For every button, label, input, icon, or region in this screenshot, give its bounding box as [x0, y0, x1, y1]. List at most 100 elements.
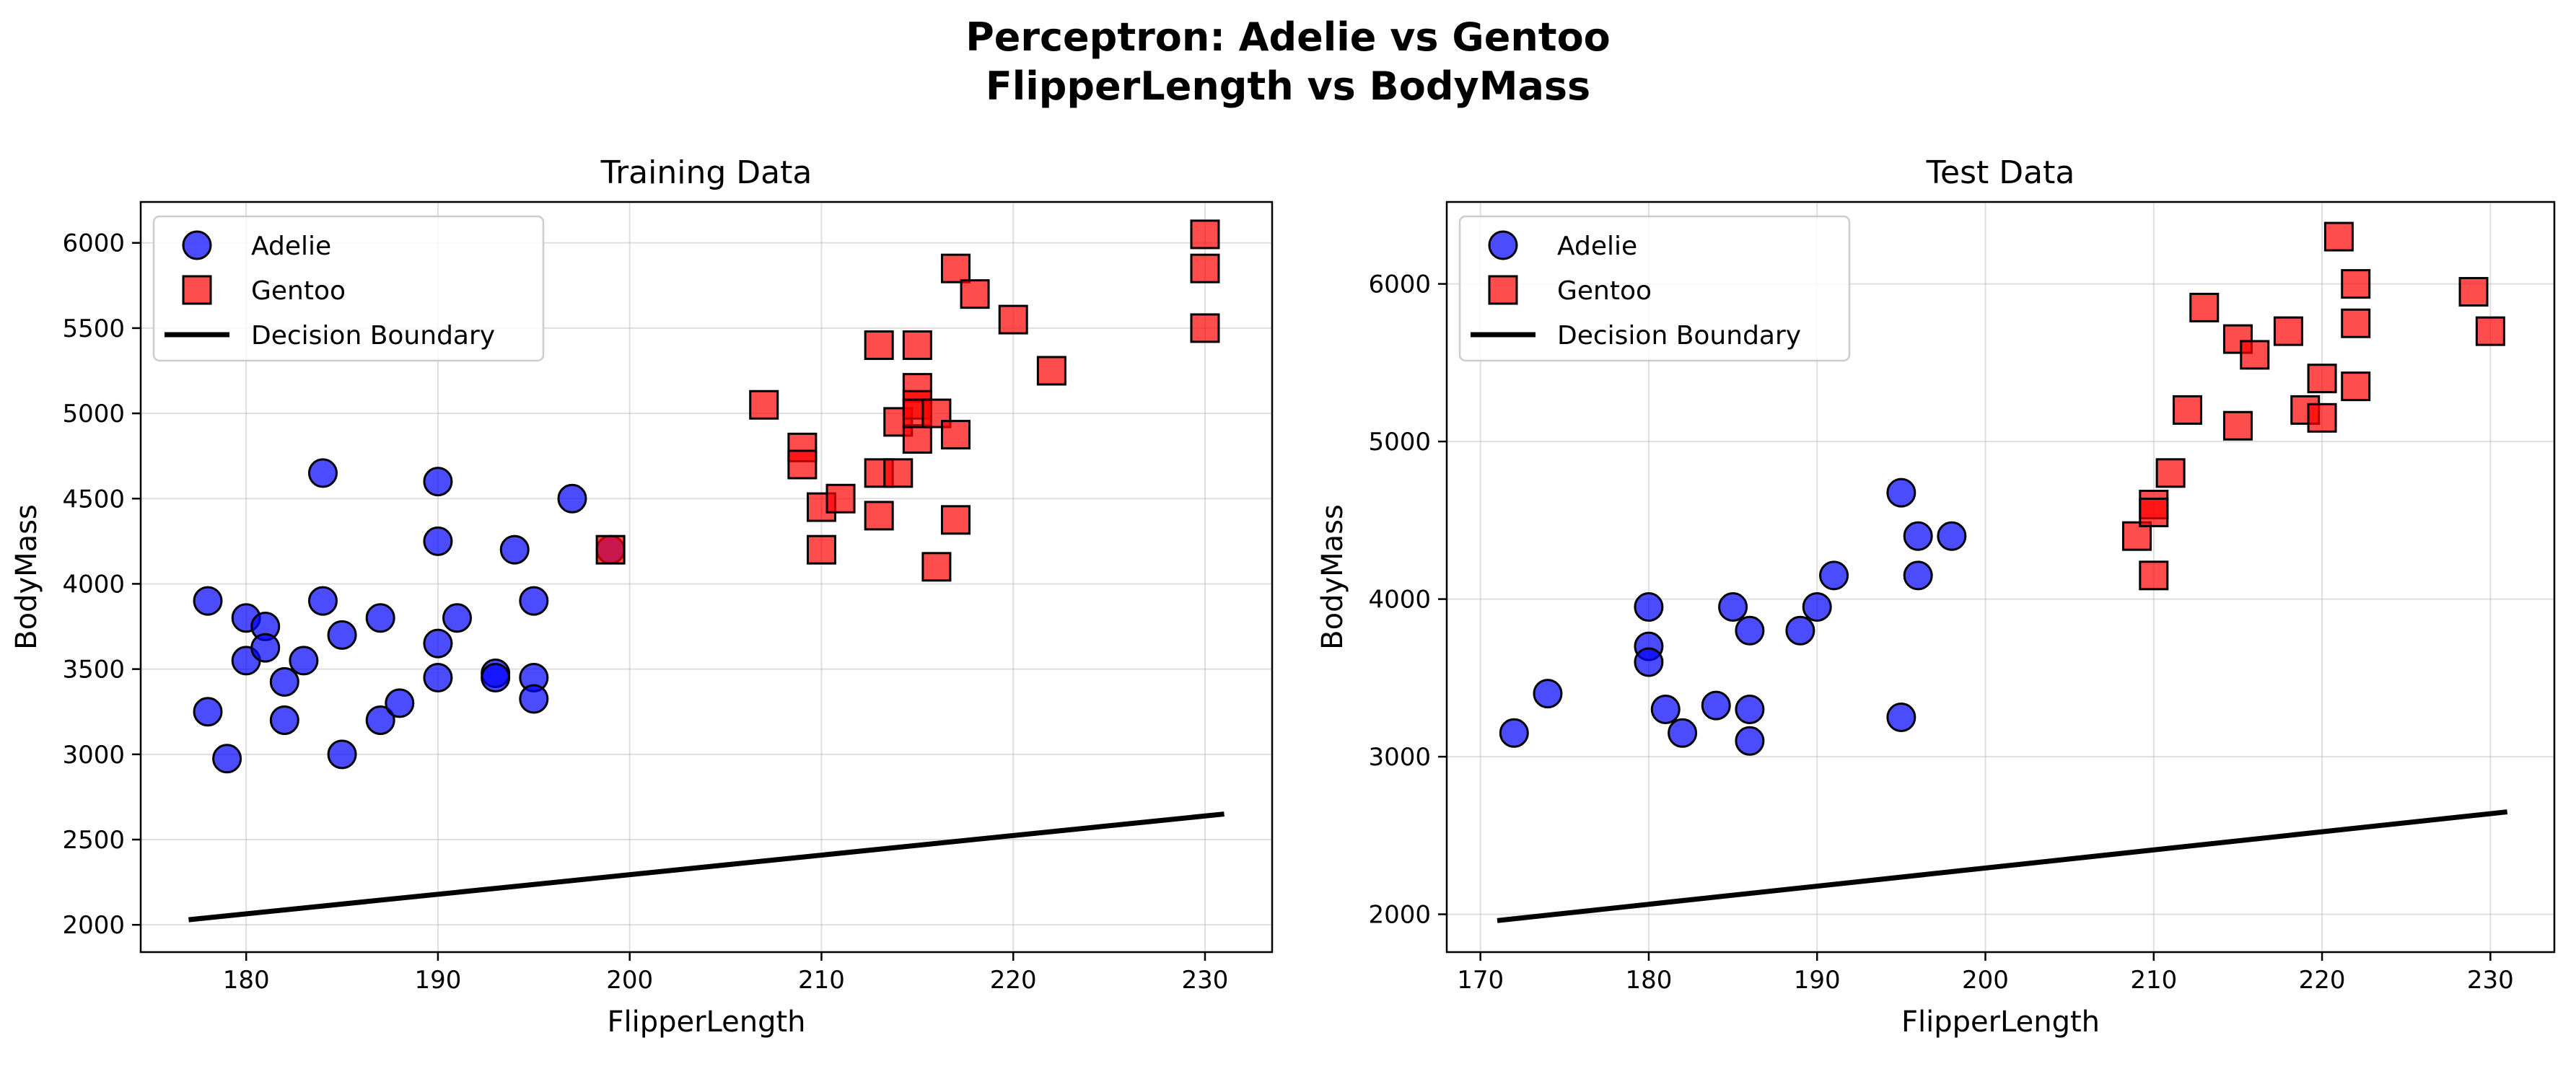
adelie-point — [442, 603, 473, 633]
adelie-point — [307, 586, 338, 616]
adelie-point — [1533, 679, 1563, 709]
gentoo-point — [883, 458, 914, 488]
gentoo-point — [2341, 371, 2371, 402]
y-axis-label: BodyMass — [10, 504, 43, 650]
adelie-point — [1802, 592, 1832, 622]
adelie-point — [1886, 477, 1916, 508]
gentoo-point — [2139, 560, 2169, 591]
adelie-point — [423, 467, 453, 497]
axes-frame — [139, 201, 1274, 954]
legend-label-adelie: Adelie — [1557, 232, 1637, 261]
x-axis-label: FlipperLength — [1901, 1005, 2100, 1039]
adelie-point — [1903, 521, 1933, 551]
adelie-point — [519, 684, 549, 714]
legend-gentoo-marker — [182, 275, 212, 305]
x-tick-label: 220 — [990, 966, 1037, 995]
y-tick-label: 2500 — [62, 826, 125, 855]
gentoo-point — [2307, 364, 2337, 394]
adelie-point — [481, 662, 511, 692]
figure-title-line1: Perceptron: Adelie vs Gentoo — [965, 14, 1611, 60]
gentoo-point — [2240, 340, 2270, 370]
legend-gentoo-marker — [1488, 275, 1518, 305]
adelie-point — [1785, 615, 1815, 646]
legend-label-boundary: Decision Boundary — [251, 321, 495, 351]
gentoo-point — [1190, 219, 1220, 250]
legend-label-gentoo: Gentoo — [251, 276, 346, 306]
gentoo-point — [787, 449, 818, 480]
y-tick-label: 3000 — [1368, 743, 1431, 772]
adelie-point — [1735, 695, 1765, 725]
panel-title: Training Data — [600, 154, 812, 191]
x-tick-label: 220 — [2299, 966, 2346, 995]
adelie-point — [289, 646, 319, 676]
x-tick-label: 210 — [2130, 966, 2177, 995]
adelie-point — [269, 705, 299, 736]
adelie-point — [519, 586, 549, 616]
decision-boundary-line — [1497, 809, 2508, 923]
y-tick-label: 4500 — [62, 485, 125, 514]
gentoo-point — [2172, 395, 2202, 425]
legend-label-adelie: Adelie — [251, 232, 331, 261]
y-tick-label: 5000 — [62, 400, 125, 428]
plot-area — [1497, 221, 2508, 923]
gentoo-point — [2155, 458, 2186, 488]
adelie-point — [269, 666, 299, 697]
gentoo-point — [806, 534, 836, 565]
x-axis-label: FlipperLength — [607, 1005, 805, 1039]
gentoo-point — [940, 420, 971, 450]
test-data-panel: 170 180 190 200 210 220 230 2000 3000 4000 5000 600… — [1316, 154, 2556, 1039]
plot-area — [188, 219, 1225, 923]
y-tick-label: 2000 — [1368, 901, 1431, 930]
x-tick-label: 190 — [414, 966, 461, 995]
adelie-point — [423, 526, 453, 556]
y-tick-label: 4000 — [1368, 586, 1431, 615]
x-tick-label: 170 — [1457, 966, 1504, 995]
y-tick-label: 2000 — [62, 911, 125, 940]
gentoo-point — [2189, 292, 2220, 322]
x-tick-label: 190 — [1794, 966, 1841, 995]
legend-adelie-marker — [182, 230, 212, 260]
legend-adelie-marker — [1488, 230, 1518, 260]
gentoo-point — [940, 253, 971, 283]
y-tick-label: 3500 — [62, 656, 125, 685]
adelie-point — [385, 688, 415, 718]
axes-frame — [1445, 201, 2556, 954]
gentoo-point — [2222, 410, 2253, 441]
adelie-point — [1701, 690, 1731, 721]
gentoo-point — [864, 501, 894, 531]
legend-label-boundary: Decision Boundary — [1557, 321, 1801, 351]
gentoo-point — [825, 483, 856, 514]
gentoo-point — [2323, 221, 2354, 252]
adelie-point — [1819, 560, 1849, 591]
y-tick-label: 4000 — [62, 570, 125, 599]
gentoo-point — [2307, 402, 2337, 433]
figure-title-line2: FlipperLength vs BodyMass — [986, 63, 1590, 109]
adelie-point — [557, 483, 587, 514]
gentoo-point — [1190, 253, 1220, 283]
adelie-point — [499, 534, 530, 565]
gentoo-point — [749, 389, 779, 420]
gentoo-point — [2273, 316, 2303, 346]
x-tick-label: 230 — [2467, 966, 2514, 995]
gentoo-point — [2458, 277, 2489, 307]
adelie-point — [1634, 647, 1664, 677]
gentoo-point — [921, 552, 952, 582]
gentoo-point — [2475, 316, 2505, 346]
adelie-point — [423, 628, 453, 659]
y-tick-label: 5000 — [1368, 428, 1431, 457]
legend-box — [152, 215, 545, 362]
adelie-point — [1886, 702, 1916, 732]
legend: Adelie Gentoo Decision Boundary — [152, 215, 545, 362]
x-tick-label: 200 — [1962, 966, 2009, 995]
legend-box — [1458, 215, 1851, 362]
adelie-point — [1735, 726, 1765, 756]
adelie-point — [307, 458, 338, 488]
gentoo-point — [902, 330, 932, 361]
legend: Adelie Gentoo Decision Boundary — [1458, 215, 1851, 362]
y-axis-label: BodyMass — [1316, 504, 1349, 650]
panel-title: Test Data — [1926, 154, 2075, 191]
adelie-point — [1650, 695, 1681, 725]
adelie-point — [423, 662, 453, 692]
